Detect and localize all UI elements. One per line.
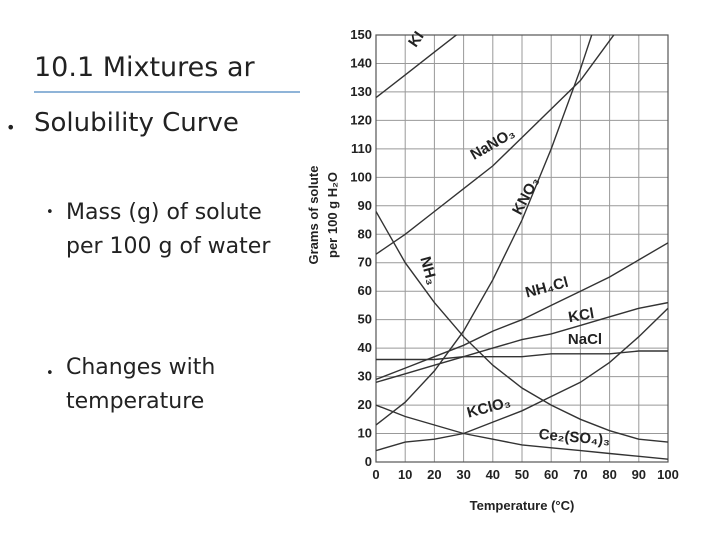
- y-tick-label: 50: [358, 312, 372, 327]
- x-tick-label: 50: [515, 467, 529, 482]
- x-axis-label: Temperature (°C): [470, 498, 575, 513]
- series-line: [376, 211, 668, 443]
- y-tick-label: 70: [358, 255, 372, 270]
- series-line: [376, 404, 668, 460]
- series-label: Ce₂(SO₄)₃: [538, 426, 611, 449]
- x-tick-label: 10: [398, 467, 412, 482]
- y-tick-label: 130: [350, 84, 372, 99]
- series-line: [376, 35, 615, 255]
- series-line: [376, 35, 593, 426]
- series-line: [376, 307, 668, 452]
- bullet: Solubility Curve: [34, 108, 239, 138]
- y-axis-label: per 100 g H₂O: [325, 172, 340, 258]
- y-tick-label: 0: [365, 454, 372, 469]
- y-tick-label: 60: [358, 283, 372, 298]
- x-tick-label: 20: [427, 467, 441, 482]
- series-label: KCl: [567, 305, 595, 326]
- bullet-dot: •: [46, 366, 54, 381]
- x-tick-label: 40: [486, 467, 500, 482]
- plot-frame: [375, 34, 669, 463]
- series-line: [376, 35, 458, 99]
- y-tick-label: 140: [350, 55, 372, 70]
- bullet-dot: •: [6, 118, 16, 137]
- y-tick-label: 30: [358, 369, 372, 384]
- x-tick-label: 60: [544, 467, 558, 482]
- title-underline: [34, 91, 300, 93]
- y-tick-label: 150: [350, 27, 372, 42]
- y-tick-label: 110: [351, 141, 372, 156]
- x-tick-label: 70: [573, 467, 587, 482]
- chart: 0 10 20 30 40 50 60 70 80 90 100 110 120 130 140 150 0 10…: [300, 0, 695, 540]
- x-tick-label: 90: [632, 467, 646, 482]
- y-tick-label: 20: [358, 397, 372, 412]
- x-tick-label: 80: [602, 467, 616, 482]
- plot-lines: [376, 35, 668, 460]
- y-axis-label: Grams of solute: [306, 166, 321, 265]
- sub-bullet: Changes with temperature: [66, 355, 216, 414]
- y-tick-label: 90: [358, 198, 372, 213]
- y-tick-label: 120: [350, 112, 372, 127]
- series-label: NH₃: [416, 255, 440, 287]
- x-tick-label: 0: [372, 467, 379, 482]
- y-tick-label: 10: [358, 426, 372, 441]
- x-tick-label: 30: [456, 467, 470, 482]
- series-label: NaCl: [568, 331, 602, 348]
- bullet-dot: •: [46, 205, 54, 220]
- y-tick-label: 40: [358, 340, 372, 355]
- series-line: [376, 350, 668, 361]
- series-line: [376, 301, 668, 383]
- y-tick-label: 80: [358, 226, 372, 241]
- x-tick-label: 100: [657, 467, 679, 482]
- y-tick-label: 100: [350, 169, 372, 184]
- sub-bullet: Mass (g) of solute per 100 g of water: [66, 200, 271, 259]
- series-line: [376, 242, 668, 381]
- slide-title: 10.1 Mixtures ar: [34, 52, 255, 83]
